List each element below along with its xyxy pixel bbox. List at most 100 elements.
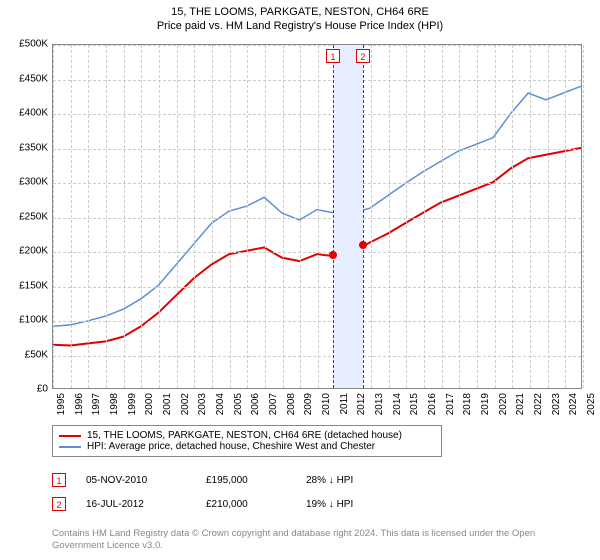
- xtick-label: 2022: [533, 393, 544, 415]
- sale-marker-2: 2: [52, 497, 66, 511]
- gridline-h: [53, 183, 581, 184]
- legend-item-hpi: HPI: Average price, detached house, Ches…: [59, 441, 435, 452]
- attribution-text: Contains HM Land Registry data © Crown c…: [52, 528, 582, 553]
- ytick-label: £150K: [0, 280, 48, 291]
- gridline-v: [283, 45, 284, 388]
- sale-delta-1: 28% ↓ HPI: [306, 475, 353, 486]
- sale-marker-1: 1: [52, 473, 66, 487]
- gridline-h: [53, 356, 581, 357]
- xtick-label: 2004: [215, 393, 226, 415]
- gridline-v: [141, 45, 142, 388]
- gridline-v: [194, 45, 195, 388]
- gridline-v: [300, 45, 301, 388]
- xtick-label: 2006: [250, 393, 261, 415]
- legend-item-property: 15, THE LOOMS, PARKGATE, NESTON, CH64 6R…: [59, 430, 435, 441]
- sale-price-1: £195,000: [206, 475, 286, 486]
- marker-line: [333, 45, 334, 388]
- xtick-label: 2014: [392, 393, 403, 415]
- sale-row-2: 2 16-JUL-2012 £210,000 19% ↓ HPI: [52, 497, 582, 511]
- sale-dot: [329, 251, 337, 259]
- gridline-v: [124, 45, 125, 388]
- gridline-v: [477, 45, 478, 388]
- ytick-label: £450K: [0, 73, 48, 84]
- gridline-v: [371, 45, 372, 388]
- gridline-v: [495, 45, 496, 388]
- ytick-label: £300K: [0, 177, 48, 188]
- gridline-v: [389, 45, 390, 388]
- xtick-label: 2018: [462, 393, 473, 415]
- xtick-label: 2024: [568, 393, 579, 415]
- xtick-label: 1999: [127, 393, 138, 415]
- legend-label-property: 15, THE LOOMS, PARKGATE, NESTON, CH64 6R…: [87, 430, 402, 441]
- gridline-v: [53, 45, 54, 388]
- legend-label-hpi: HPI: Average price, detached house, Ches…: [87, 441, 375, 452]
- gridline-v: [177, 45, 178, 388]
- xtick-label: 2012: [356, 393, 367, 415]
- gridline-v: [512, 45, 513, 388]
- xtick-label: 2021: [515, 393, 526, 415]
- gridline-v: [583, 45, 584, 388]
- marker-label: 2: [356, 49, 370, 63]
- sale-date-1: 05-NOV-2010: [86, 475, 186, 486]
- sale-row-1: 1 05-NOV-2010 £195,000 28% ↓ HPI: [52, 473, 582, 487]
- gridline-v: [548, 45, 549, 388]
- xtick-label: 1995: [56, 393, 67, 415]
- gridline-v: [106, 45, 107, 388]
- down-arrow-icon: ↓: [329, 499, 334, 510]
- series-property: [53, 148, 581, 346]
- gridline-h: [53, 321, 581, 322]
- ytick-label: £250K: [0, 211, 48, 222]
- ytick-label: £100K: [0, 315, 48, 326]
- gridline-v: [159, 45, 160, 388]
- gridline-h: [53, 45, 581, 46]
- xtick-label: 2007: [268, 393, 279, 415]
- chart-container: 15, THE LOOMS, PARKGATE, NESTON, CH64 6R…: [0, 0, 600, 560]
- gridline-v: [530, 45, 531, 388]
- legend-swatch-property: [59, 435, 81, 437]
- gridline-v: [442, 45, 443, 388]
- ytick-label: £50K: [0, 349, 48, 360]
- xtick-label: 2023: [551, 393, 562, 415]
- ytick-label: £0: [0, 384, 48, 395]
- xtick-label: 2011: [339, 393, 350, 415]
- chart-lines: [53, 45, 581, 388]
- gridline-v: [565, 45, 566, 388]
- gridline-v: [212, 45, 213, 388]
- gridline-v: [230, 45, 231, 388]
- chart-subtitle: Price paid vs. HM Land Registry's House …: [0, 18, 600, 32]
- xtick-label: 2013: [374, 393, 385, 415]
- xtick-label: 2000: [144, 393, 155, 415]
- xtick-label: 1997: [91, 393, 102, 415]
- gridline-v: [247, 45, 248, 388]
- marker-line: [363, 45, 364, 388]
- xtick-label: 2015: [409, 393, 420, 415]
- xtick-label: 2020: [498, 393, 509, 415]
- xtick-label: 2005: [233, 393, 244, 415]
- ytick-label: £200K: [0, 246, 48, 257]
- gridline-h: [53, 218, 581, 219]
- gridline-h: [53, 287, 581, 288]
- gridline-v: [424, 45, 425, 388]
- xtick-label: 1996: [74, 393, 85, 415]
- sale-date-2: 16-JUL-2012: [86, 499, 186, 510]
- sale-dot: [359, 241, 367, 249]
- ytick-label: £350K: [0, 142, 48, 153]
- gridline-v: [406, 45, 407, 388]
- gridline-v: [265, 45, 266, 388]
- xtick-label: 2003: [197, 393, 208, 415]
- gridline-v: [88, 45, 89, 388]
- xtick-label: 2025: [586, 393, 597, 415]
- series-hpi: [53, 86, 581, 326]
- gridline-v: [459, 45, 460, 388]
- sale-delta-2: 19% ↓ HPI: [306, 499, 353, 510]
- xtick-label: 2008: [286, 393, 297, 415]
- gridline-h: [53, 149, 581, 150]
- gridline-h: [53, 114, 581, 115]
- xtick-label: 2002: [180, 393, 191, 415]
- legend: 15, THE LOOMS, PARKGATE, NESTON, CH64 6R…: [52, 425, 442, 457]
- ytick-label: £400K: [0, 108, 48, 119]
- xtick-label: 2019: [480, 393, 491, 415]
- xtick-label: 2016: [427, 393, 438, 415]
- gridline-v: [71, 45, 72, 388]
- down-arrow-icon: ↓: [329, 475, 334, 486]
